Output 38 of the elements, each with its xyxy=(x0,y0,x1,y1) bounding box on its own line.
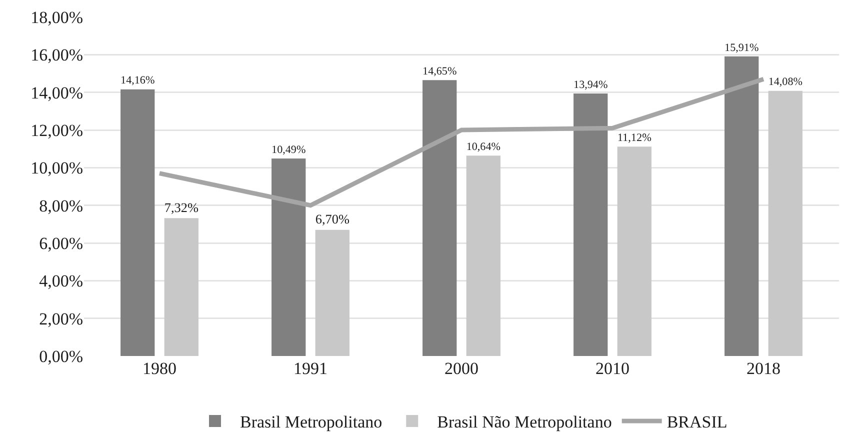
y-tick-label: 2,00% xyxy=(39,309,83,328)
bar xyxy=(617,146,652,356)
bar xyxy=(466,156,500,356)
data-label: 14,65% xyxy=(422,65,457,78)
y-tick-label: 14,00% xyxy=(30,83,83,102)
x-tick-label: 1980 xyxy=(142,359,176,378)
bar xyxy=(422,80,457,356)
x-tick-label: 1991 xyxy=(294,359,328,378)
y-tick-label: 18,00% xyxy=(30,8,83,27)
bar xyxy=(724,56,759,356)
legend-label: BRASIL xyxy=(666,412,728,432)
legend-label: Brasil Não Metropolitano xyxy=(437,412,612,432)
x-tick-label: 2010 xyxy=(596,359,630,378)
data-label: 13,94% xyxy=(574,78,608,91)
y-tick-label: 8,00% xyxy=(39,196,83,216)
bar xyxy=(120,89,155,356)
bar xyxy=(574,93,608,356)
bar xyxy=(272,158,306,356)
y-tick-label: 10,00% xyxy=(30,158,83,178)
data-label: 6,70% xyxy=(315,212,350,227)
data-label: 10,64% xyxy=(466,141,500,154)
y-tick-label: 12,00% xyxy=(30,120,83,140)
bar xyxy=(768,90,802,356)
bar xyxy=(164,218,198,356)
y-tick-label: 4,00% xyxy=(39,272,83,291)
data-label: 14,08% xyxy=(768,76,802,88)
data-label: 7,32% xyxy=(164,200,198,216)
data-label: 15,91% xyxy=(724,42,759,54)
data-label: 10,49% xyxy=(272,144,306,156)
x-tick-label: 2018 xyxy=(746,359,780,378)
y-tick-label: 16,00% xyxy=(30,46,83,65)
data-label: 14,16% xyxy=(120,74,155,87)
bar xyxy=(315,230,350,356)
data-label: 11,12% xyxy=(617,132,652,144)
y-tick-label: 6,00% xyxy=(39,234,83,253)
x-tick-label: 2000 xyxy=(444,359,478,378)
legend-label: Brasil Metropolitano xyxy=(240,412,382,432)
y-tick-label: 0,00% xyxy=(39,346,83,366)
